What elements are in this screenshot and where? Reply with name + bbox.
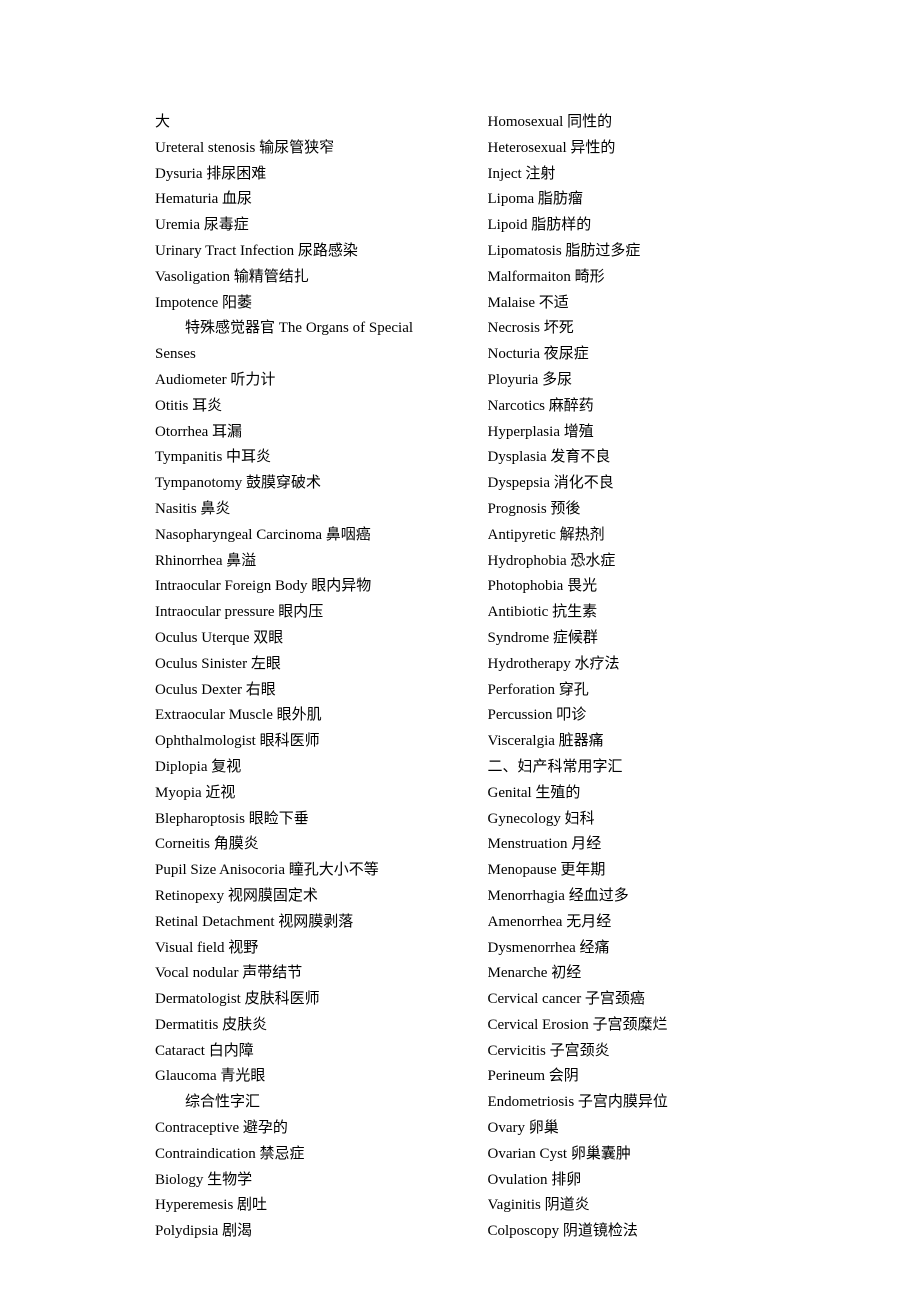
vocab-line: Tympanotomy 鼓膜穿破术 — [155, 471, 458, 497]
vocab-line: Menstruation 月经 — [488, 832, 791, 858]
vocab-line: Visceralgia 脏器痛 — [488, 729, 791, 755]
vocab-line: Dysuria 排尿困难 — [155, 162, 458, 188]
vocab-line: Oculus Sinister 左眼 — [155, 652, 458, 678]
vocab-line: Myopia 近视 — [155, 781, 458, 807]
vocab-line: 综合性字汇 — [155, 1090, 458, 1116]
vocab-line: Retinopexy 视网膜固定术 — [155, 884, 458, 910]
vocab-line: Dermatitis 皮肤炎 — [155, 1013, 458, 1039]
vocab-line: Genital 生殖的 — [488, 781, 791, 807]
vocab-line: 二、妇产科常用字汇 — [488, 755, 791, 781]
vocab-line: Contraindication 禁忌症 — [155, 1142, 458, 1168]
vocab-line: Otitis 耳炎 — [155, 394, 458, 420]
vocab-line: Menopause 更年期 — [488, 858, 791, 884]
vocab-line: Rhinorrhea 鼻溢 — [155, 549, 458, 575]
vocab-line: 大 — [155, 110, 458, 136]
vocab-line: Menorrhagia 经血过多 — [488, 884, 791, 910]
right-column: Homosexual 同性的Heterosexual 异性的Inject 注射L… — [488, 110, 791, 1202]
vocab-line: Dermatologist 皮肤科医师 — [155, 987, 458, 1013]
document-page: 大Ureteral stenosis 输尿管狭窄Dysuria 排尿困难Hema… — [0, 0, 920, 1302]
vocab-line: Ophthalmologist 眼科医师 — [155, 729, 458, 755]
vocab-line: Hyperplasia 增殖 — [488, 420, 791, 446]
vocab-line: Visual field 视野 — [155, 936, 458, 962]
vocab-line: Audiometer 听力计 — [155, 368, 458, 394]
vocab-line: Ployuria 多尿 — [488, 368, 791, 394]
vocab-line: Oculus Dexter 右眼 — [155, 678, 458, 704]
vocab-line: Lipomatosis 脂肪过多症 — [488, 239, 791, 265]
vocab-line: Corneitis 角膜炎 — [155, 832, 458, 858]
vocab-line: Biology 生物学 — [155, 1168, 458, 1194]
vocab-line: Perforation 穿孔 — [488, 678, 791, 704]
vocab-line: Dysplasia 发育不良 — [488, 445, 791, 471]
vocab-line: Ovarian Cyst 卵巢囊肿 — [488, 1142, 791, 1168]
vocab-line: Hydrophobia 恐水症 — [488, 549, 791, 575]
vocab-line: Antibiotic 抗生素 — [488, 600, 791, 626]
vocab-line: Endometriosis 子宫内膜异位 — [488, 1090, 791, 1116]
vocab-line: Hematuria 血尿 — [155, 187, 458, 213]
vocab-line: Extraocular Muscle 眼外肌 — [155, 703, 458, 729]
vocab-line: Retinal Detachment 视网膜剥落 — [155, 910, 458, 936]
vocab-line: Vaginitis 阴道炎 — [488, 1193, 791, 1219]
vocab-line: Amenorrhea 无月经 — [488, 910, 791, 936]
vocab-line: Necrosis 坏死 — [488, 316, 791, 342]
vocab-line: Oculus Uterque 双眼 — [155, 626, 458, 652]
vocab-line: Menarche 初经 — [488, 961, 791, 987]
vocab-line: Cataract 白内障 — [155, 1039, 458, 1065]
vocab-line: Hyperemesis 剧吐 — [155, 1193, 458, 1219]
vocab-line: Hydrotherapy 水疗法 — [488, 652, 791, 678]
vocab-line: Lipoid 脂肪样的 — [488, 213, 791, 239]
vocab-line: Perineum 会阴 — [488, 1064, 791, 1090]
vocab-line: Impotence 阳萎 — [155, 291, 458, 317]
vocab-line: Senses — [155, 342, 458, 368]
vocab-line: Contraceptive 避孕的 — [155, 1116, 458, 1142]
vocab-line: Ureteral stenosis 输尿管狭窄 — [155, 136, 458, 162]
vocab-line: Gynecology 妇科 — [488, 807, 791, 833]
vocab-line: Nocturia 夜尿症 — [488, 342, 791, 368]
vocab-line: Blepharoptosis 眼睑下垂 — [155, 807, 458, 833]
vocab-line: 特殊感觉器官 The Organs of Special — [155, 316, 458, 342]
left-column: 大Ureteral stenosis 输尿管狭窄Dysuria 排尿困难Hema… — [155, 110, 458, 1202]
vocab-line: Colposcopy 阴道镜检法 — [488, 1219, 791, 1245]
vocab-line: Intraocular Foreign Body 眼内异物 — [155, 574, 458, 600]
vocab-line: Cervicitis 子宫颈炎 — [488, 1039, 791, 1065]
vocab-line: Dyspepsia 消化不良 — [488, 471, 791, 497]
vocab-line: Photophobia 畏光 — [488, 574, 791, 600]
vocab-line: Otorrhea 耳漏 — [155, 420, 458, 446]
vocab-line: Dysmenorrhea 经痛 — [488, 936, 791, 962]
vocab-line: Diplopia 复视 — [155, 755, 458, 781]
vocab-line: Homosexual 同性的 — [488, 110, 791, 136]
vocab-line: Antipyretic 解热剂 — [488, 523, 791, 549]
vocab-line: Malformaiton 畸形 — [488, 265, 791, 291]
vocab-line: Syndrome 症候群 — [488, 626, 791, 652]
vocab-line: Intraocular pressure 眼内压 — [155, 600, 458, 626]
vocab-line: Ovary 卵巢 — [488, 1116, 791, 1142]
vocab-line: Nasitis 鼻炎 — [155, 497, 458, 523]
vocab-line: Malaise 不适 — [488, 291, 791, 317]
vocab-line: Prognosis 预後 — [488, 497, 791, 523]
vocab-line: Vocal nodular 声带结节 — [155, 961, 458, 987]
vocab-line: Uremia 尿毒症 — [155, 213, 458, 239]
vocab-line: Glaucoma 青光眼 — [155, 1064, 458, 1090]
vocab-line: Polydipsia 剧渴 — [155, 1219, 458, 1245]
vocab-line: Vasoligation 输精管结扎 — [155, 265, 458, 291]
vocab-line: Inject 注射 — [488, 162, 791, 188]
vocab-line: Lipoma 脂肪瘤 — [488, 187, 791, 213]
vocab-line: Pupil Size Anisocoria 瞳孔大小不等 — [155, 858, 458, 884]
vocab-line: Cervical cancer 子宫颈癌 — [488, 987, 791, 1013]
vocab-line: Narcotics 麻醉药 — [488, 394, 791, 420]
vocab-line: Heterosexual 异性的 — [488, 136, 791, 162]
vocab-line: Tympanitis 中耳炎 — [155, 445, 458, 471]
vocab-line: Urinary Tract Infection 尿路感染 — [155, 239, 458, 265]
vocab-line: Nasopharyngeal Carcinoma 鼻咽癌 — [155, 523, 458, 549]
vocab-line: Ovulation 排卵 — [488, 1168, 791, 1194]
vocab-line: Cervical Erosion 子宫颈糜烂 — [488, 1013, 791, 1039]
vocab-line: Percussion 叩诊 — [488, 703, 791, 729]
